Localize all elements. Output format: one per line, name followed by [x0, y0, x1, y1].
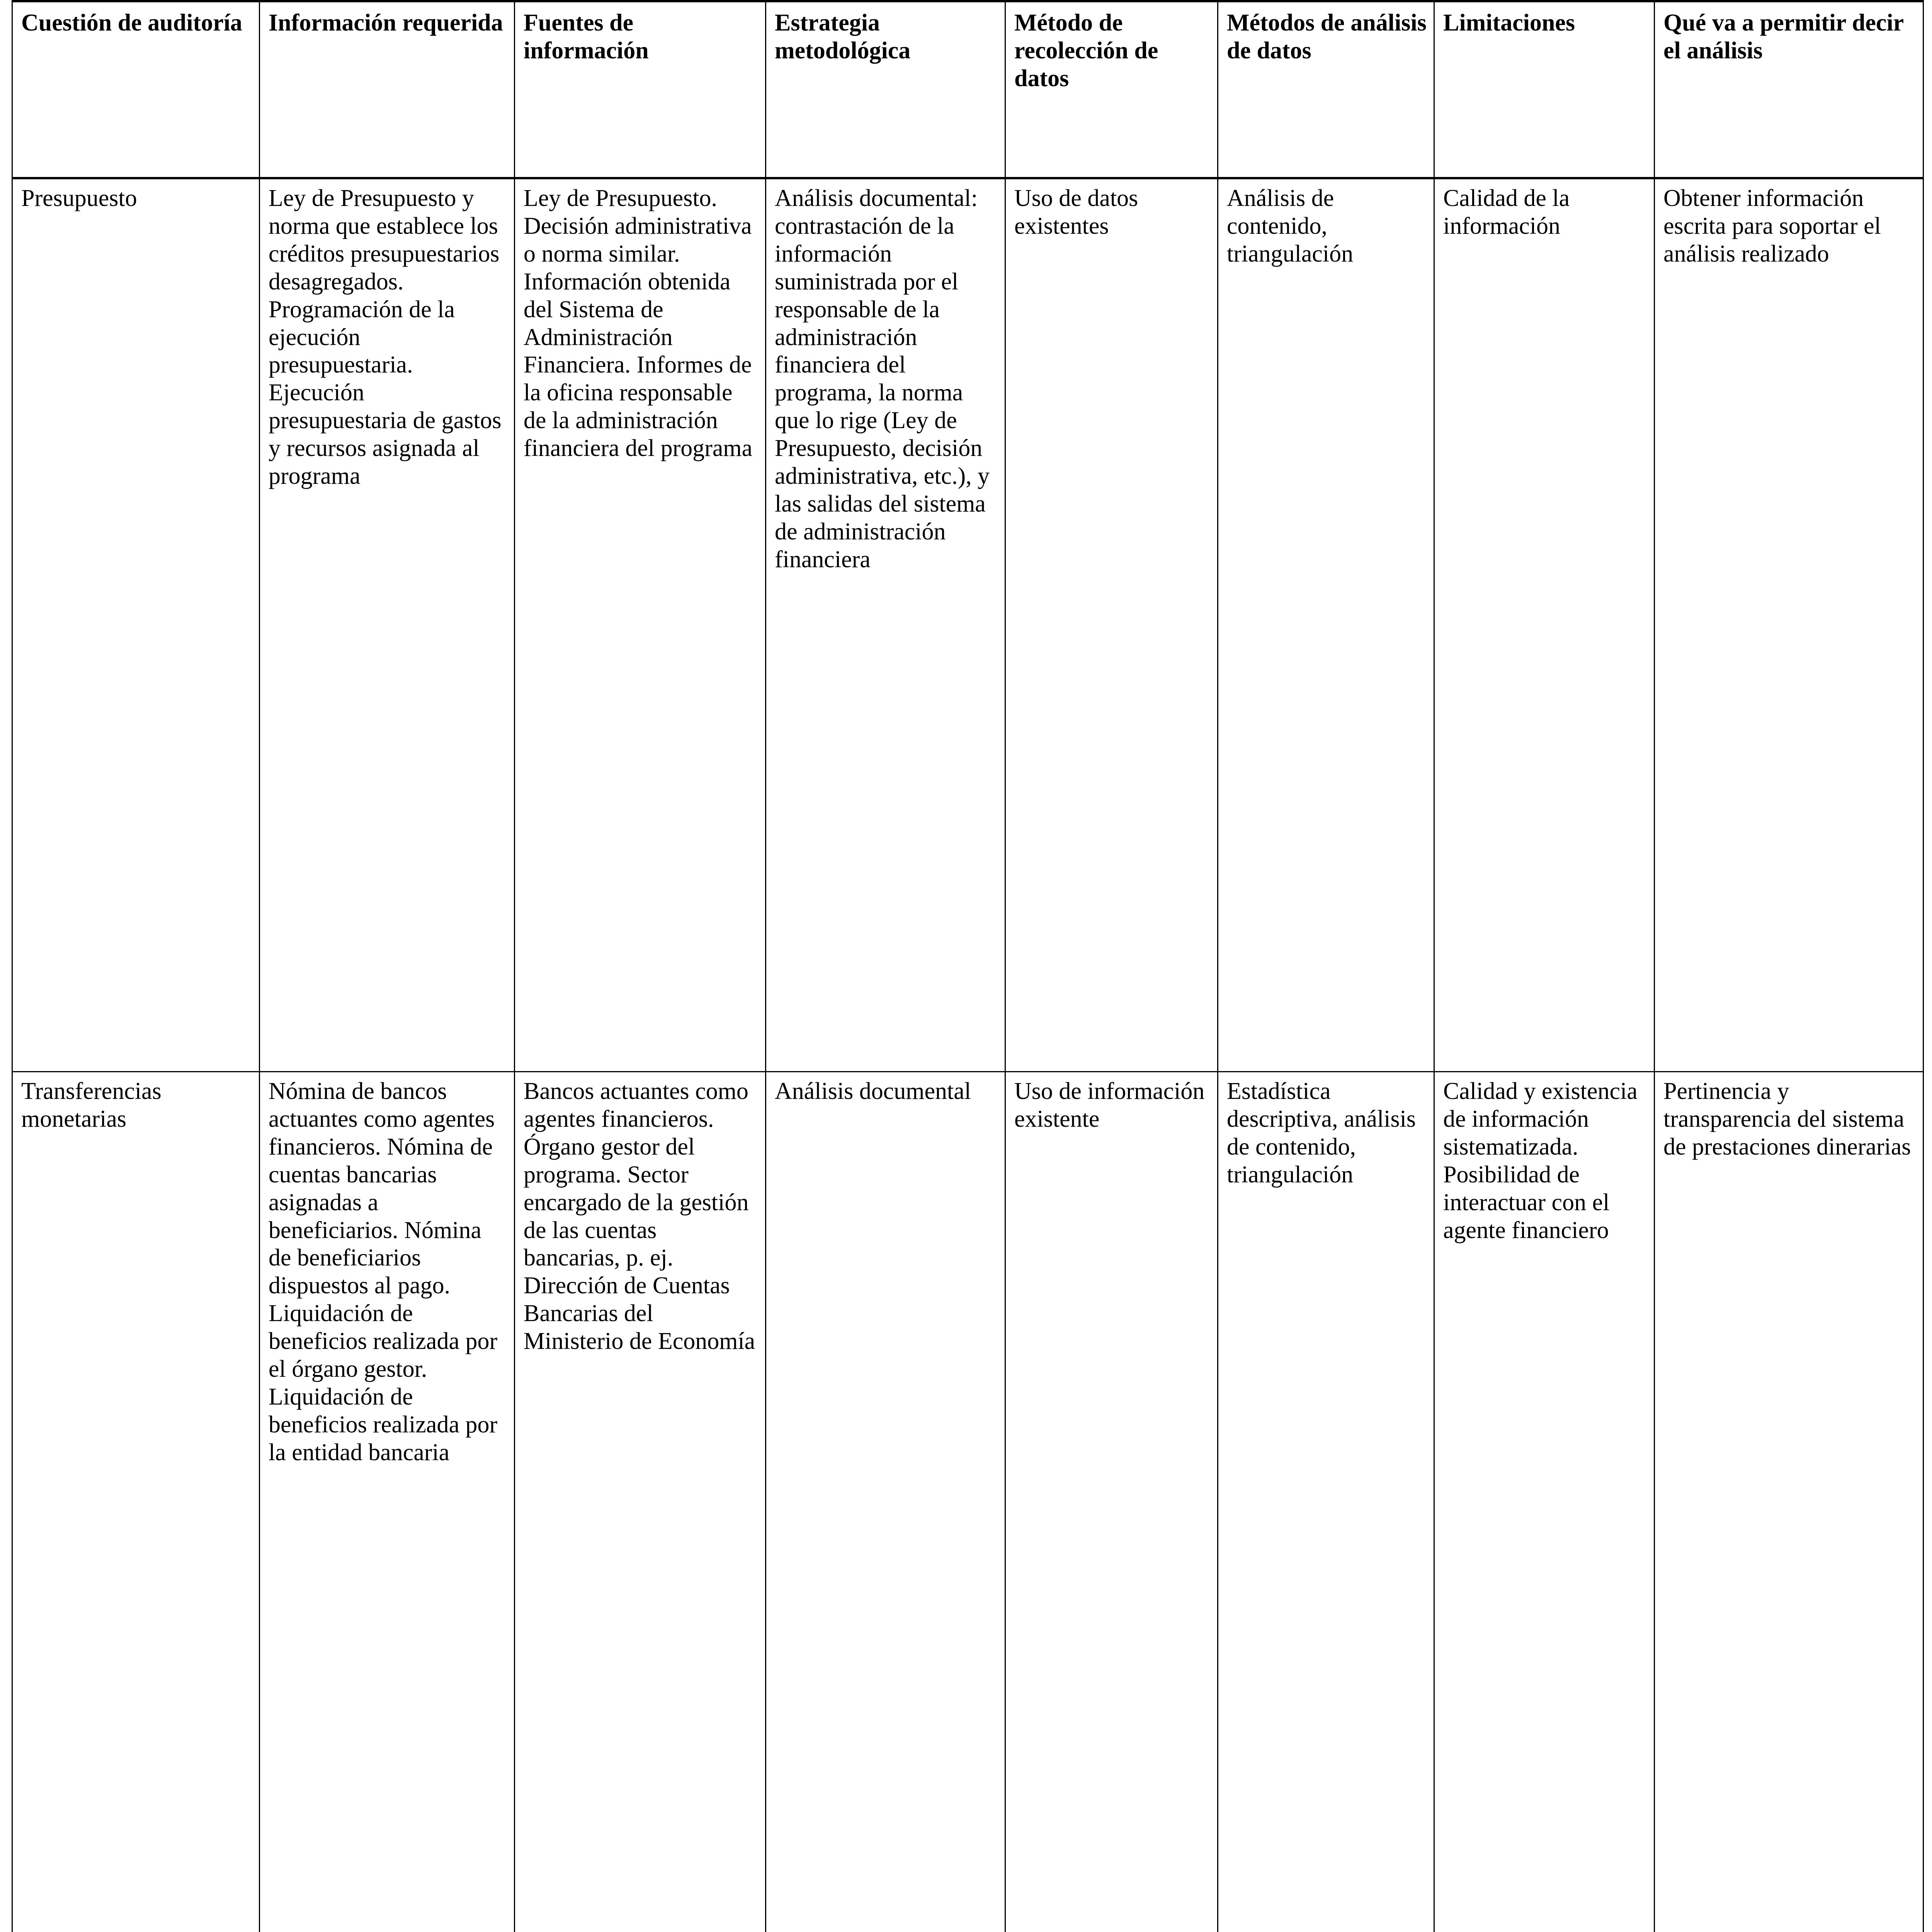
column-header-metodos-de-analisis-de-datos: Métodos de análisis de datos [1217, 0, 1435, 179]
table-header: Cuestión de auditoría Información requer… [12, 0, 1924, 179]
cell-text: Uso de información existente [1014, 1078, 1211, 1132]
cell-fuentes-de-informacion: Ley de Presupuesto. Decisión administrat… [514, 178, 766, 1072]
cell-que-va-a-permitir-decir-el-analisis: Pertinencia y transparencia del sistema … [1654, 1071, 1924, 1932]
cell-text: Análisis de contenido, triangulación [1227, 185, 1354, 267]
cell-text: Nómina de bancos actuantes como agentes … [269, 1078, 503, 1466]
cell-metodos-de-analisis-de-datos: Análisis de contenido, triangulación [1217, 178, 1435, 1072]
cell-estrategia-metodologica: Análisis documental: contrastación de la… [765, 178, 1006, 1072]
cell-cuestion-de-auditoria: Presupuesto [12, 178, 260, 1072]
cell-limitaciones: Calidad y existencia de información sist… [1434, 1071, 1655, 1932]
cell-text: Análisis documental: contrastación de la… [775, 185, 996, 573]
column-header-fuentes-de-informacion: Fuentes de información [514, 0, 766, 179]
cell-que-va-a-permitir-decir-el-analisis: Obtener información escrita para soporta… [1654, 178, 1924, 1072]
cell-informacion-requerida: Nómina de bancos actuantes como agentes … [259, 1071, 515, 1932]
cell-text: Ley de Presupuesto y norma que establece… [269, 185, 508, 490]
cell-text: Presupuesto [21, 185, 137, 211]
cell-estrategia-metodologica: Análisis documental [765, 1071, 1006, 1932]
cell-metodos-de-analisis-de-datos: Estadística descriptiva, análisis de con… [1217, 1071, 1435, 1932]
cell-text: Calidad de la información [1443, 185, 1576, 239]
cell-metodo-de-recoleccion-de-datos: Uso de información existente [1005, 1071, 1218, 1932]
audit-planning-matrix-table: Cuestión de auditoría Información requer… [12, 0, 1924, 1932]
cell-metodo-de-recoleccion-de-datos: Uso de datos existentes [1005, 178, 1218, 1072]
column-header-limitaciones: Limitaciones [1434, 0, 1655, 179]
cell-text: Bancos actuantes como agentes financiero… [524, 1078, 755, 1355]
cell-fuentes-de-informacion: Bancos actuantes como agentes financiero… [514, 1071, 766, 1932]
column-header-cuestion-de-auditoria: Cuestión de auditoría [12, 0, 260, 179]
cell-text: Ley de Presupuesto. Decisión administrat… [524, 185, 758, 462]
table-header-row: Cuestión de auditoría Información requer… [12, 0, 1924, 179]
cell-text: Análisis documental [775, 1078, 971, 1104]
column-header-metodo-de-recoleccion-de-datos: Método de recolección de datos [1005, 0, 1218, 179]
table-row: Transferencias monetarias Nómina de banc… [12, 1071, 1924, 1932]
column-header-estrategia-metodologica: Estrategia metodológica [765, 0, 1006, 179]
cell-informacion-requerida: Ley de Presupuesto y norma que establece… [259, 178, 515, 1072]
cell-text: Calidad y existencia de información sist… [1443, 1078, 1644, 1243]
cell-cuestion-de-auditoria: Transferencias monetarias [12, 1071, 260, 1932]
cell-text: Obtener información escrita para soporta… [1663, 185, 1887, 267]
cell-text: Pertinencia y transparencia del sistema … [1663, 1078, 1911, 1160]
table-body: Presupuesto Ley de Presupuesto y norma q… [12, 178, 1924, 1932]
cell-text: Uso de datos existentes [1014, 185, 1144, 239]
table-row: Presupuesto Ley de Presupuesto y norma q… [12, 178, 1924, 1072]
column-header-informacion-requerida: Información requerida [259, 0, 515, 179]
column-header-que-va-a-permitir-decir-el-analisis: Qué va a permitir decir el análisis [1654, 0, 1924, 179]
cell-limitaciones: Calidad de la información [1434, 178, 1655, 1072]
cell-text: Transferencias monetarias [21, 1078, 168, 1132]
cell-text: Estadística descriptiva, análisis de con… [1227, 1078, 1422, 1188]
